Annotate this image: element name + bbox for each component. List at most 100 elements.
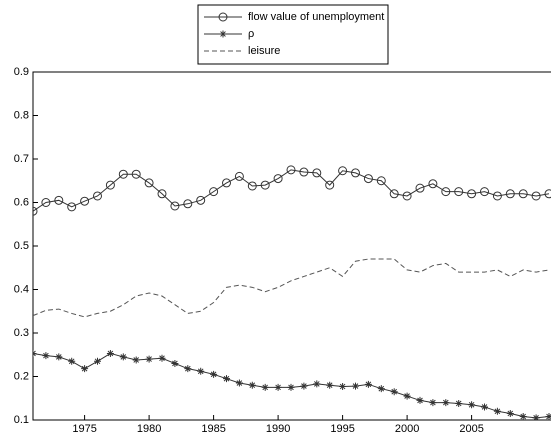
y-tick-label: 0.4 <box>14 283 29 295</box>
marker <box>145 355 153 363</box>
marker <box>531 191 541 201</box>
series-line <box>33 258 550 318</box>
marker <box>132 356 140 364</box>
marker <box>170 201 180 211</box>
marker <box>376 176 386 186</box>
marker <box>67 202 77 212</box>
plot-area <box>32 71 551 421</box>
marker <box>223 375 230 383</box>
marker <box>468 401 476 409</box>
marker <box>454 187 464 197</box>
marker <box>363 174 373 184</box>
y-tick-label: 0.6 <box>14 196 29 208</box>
marker <box>157 189 167 199</box>
marker <box>325 180 335 190</box>
marker <box>234 171 244 181</box>
legend-label: leisure <box>248 45 280 57</box>
marker <box>532 414 540 420</box>
marker <box>219 30 227 38</box>
marker <box>403 392 411 400</box>
x-tick-label: 1980 <box>137 423 161 435</box>
marker <box>158 354 166 362</box>
marker <box>196 195 206 205</box>
marker <box>352 382 359 390</box>
series-layer <box>33 165 551 420</box>
y-tick-label: 0.3 <box>14 327 29 339</box>
y-tick-label: 0.8 <box>14 109 29 121</box>
marker <box>455 399 463 407</box>
legend-box <box>197 4 389 65</box>
marker <box>118 169 128 179</box>
marker <box>248 381 256 389</box>
marker <box>247 181 257 191</box>
x-tick-label: 2000 <box>395 423 419 435</box>
marker <box>68 357 76 365</box>
marker <box>41 198 51 207</box>
marker <box>415 183 425 193</box>
x-tick-label: 1975 <box>72 423 96 435</box>
marker <box>260 180 270 190</box>
marker <box>218 12 228 22</box>
marker <box>286 165 296 175</box>
marker <box>209 187 219 197</box>
x-tick-label: 1995 <box>330 423 354 435</box>
marker <box>300 382 308 390</box>
x-tick-label: 1985 <box>201 423 225 435</box>
marker <box>339 383 347 391</box>
y-tick-label: 0.9 <box>14 66 29 78</box>
marker <box>351 168 360 178</box>
marker <box>210 370 218 378</box>
marker <box>326 381 334 389</box>
marker <box>481 403 488 411</box>
marker <box>131 169 141 179</box>
marker <box>93 191 102 201</box>
legend-label: flow value of unemployment <box>248 11 384 23</box>
marker <box>222 178 231 188</box>
marker <box>106 349 114 357</box>
marker <box>105 180 115 190</box>
marker <box>235 379 243 387</box>
marker <box>492 191 502 201</box>
marker <box>390 388 398 396</box>
marker <box>493 407 501 415</box>
marker <box>506 409 514 417</box>
x-tick-label: 1990 <box>266 423 290 435</box>
marker <box>441 187 451 197</box>
y-tick-label: 0.2 <box>14 370 29 382</box>
marker <box>312 168 322 178</box>
marker <box>119 353 127 361</box>
marker <box>80 196 90 206</box>
marker <box>429 399 437 407</box>
marker <box>428 179 438 189</box>
marker <box>377 385 385 393</box>
marker <box>299 167 309 177</box>
y-tick-label: 0.1 <box>14 414 29 426</box>
marker <box>544 189 551 199</box>
marker <box>94 357 101 365</box>
marker <box>518 189 528 199</box>
marker <box>519 413 527 420</box>
marker <box>261 383 269 391</box>
marker <box>55 353 63 361</box>
y-tick-label: 0.7 <box>14 153 29 165</box>
marker <box>416 396 424 404</box>
marker <box>183 199 193 209</box>
marker <box>144 178 154 188</box>
marker <box>171 359 179 367</box>
y-tick-label: 0.5 <box>14 240 29 252</box>
marker <box>480 187 489 197</box>
marker <box>364 380 372 388</box>
marker <box>402 191 412 201</box>
marker <box>287 383 295 391</box>
marker <box>313 380 321 388</box>
marker <box>338 166 348 176</box>
legend-label: ρ <box>248 28 254 40</box>
marker <box>505 189 515 199</box>
marker <box>184 365 192 373</box>
marker <box>33 206 38 216</box>
x-tick-label: 2005 <box>459 423 483 435</box>
marker <box>197 367 205 375</box>
marker <box>273 174 283 184</box>
marker <box>389 189 399 199</box>
